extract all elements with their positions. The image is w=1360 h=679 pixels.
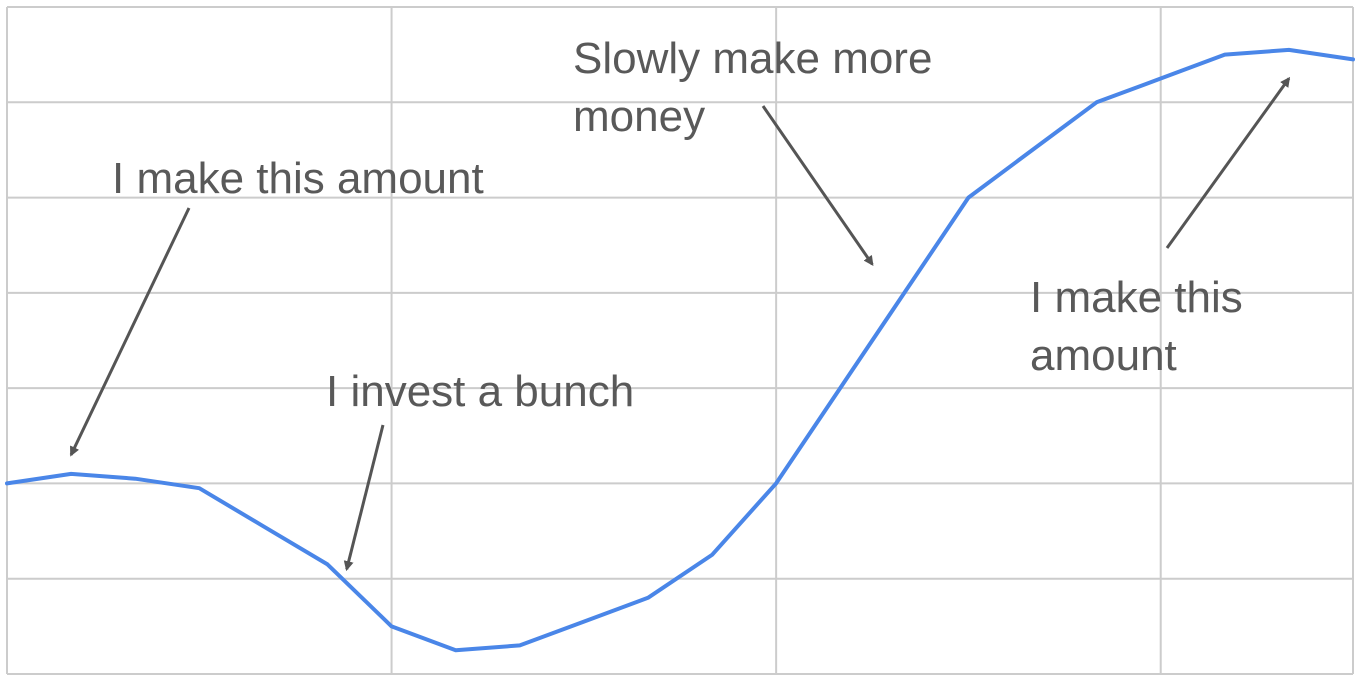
annotation-label-slowly-line-2: money — [573, 92, 705, 141]
annotation-label-slowly-line-1: Slowly make more — [573, 34, 932, 83]
annotation-arrow-start — [69, 207, 191, 457]
annotation-label-end-line-2: amount — [1030, 331, 1177, 380]
annotation-arrows — [69, 76, 1291, 572]
annotation-arrow-slowly — [761, 105, 874, 266]
annotation-label-invest-line-1: I invest a bunch — [326, 367, 634, 416]
annotation-arrow-invest — [343, 424, 385, 572]
annotation-label-end-line-1: I make this — [1030, 273, 1243, 322]
annotation-arrow-end — [1165, 76, 1291, 249]
annotation-label-slowly: Slowly make more money — [573, 34, 932, 141]
annotation-label-start-line-1: I make this amount — [112, 154, 484, 203]
grid — [6, 6, 1354, 675]
series-line-1 — [5, 47, 1355, 653]
annotation-labels: I make this amount I invest a bunch Slowly… — [112, 34, 1243, 416]
series-layer — [5, 47, 1355, 653]
annotation-label-start: I make this amount — [112, 154, 484, 203]
annotation-label-invest: I invest a bunch — [326, 367, 634, 416]
annotation-label-end: I make this amount — [1030, 273, 1243, 380]
